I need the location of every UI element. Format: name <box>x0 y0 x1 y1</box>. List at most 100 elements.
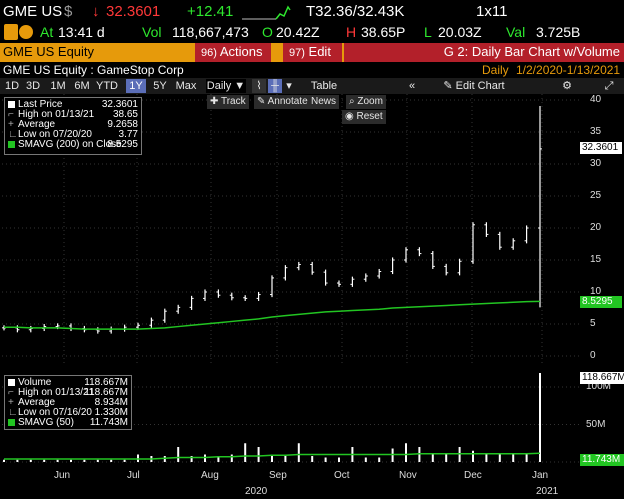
price-tick-label: 15 <box>590 254 602 265</box>
volume-bar <box>284 456 287 462</box>
volume-bar <box>83 459 86 462</box>
month-label: Jan <box>532 470 549 481</box>
range-button-ytd[interactable]: YTD <box>96 80 118 92</box>
volume-bar <box>217 456 220 462</box>
range-button-3d[interactable]: 3D <box>25 80 41 92</box>
sma-price-marker: 8.5295 <box>580 296 622 308</box>
open-label: O <box>262 24 273 40</box>
volume-bar <box>498 454 501 462</box>
security-name: GME US Equity : GameStop Corp <box>3 63 184 77</box>
legend-swatch <box>8 378 15 386</box>
quote-low: 20.03Z <box>438 24 482 40</box>
dropdown-arrow-icon: ▼ <box>231 80 246 92</box>
table-button[interactable]: Table <box>310 80 338 92</box>
volume-sma-line <box>4 452 541 460</box>
volume-bar <box>271 454 273 462</box>
legend-vol-average-value: 8.934M <box>94 397 128 408</box>
volume-bar <box>16 459 19 462</box>
range-button-max[interactable]: Max <box>175 80 197 92</box>
pencil-icon: ✎ <box>443 80 456 92</box>
legend-vol-low-label: Low on 07/16/20 <box>18 407 92 418</box>
range-button-1d[interactable]: 1D <box>4 80 20 92</box>
function-title-text: G 2: Daily Bar Chart w/Volume <box>443 44 620 59</box>
price-tick-label: 40 <box>590 94 602 105</box>
range-button-6m[interactable]: 6M <box>74 80 90 92</box>
volume-bar <box>43 459 46 462</box>
volume-bar <box>324 457 327 462</box>
legend-smavg-row: SMAVG (200) on Close 8.5295 <box>8 140 138 150</box>
legend-vol-smavg-label: SMAVG (50) <box>18 417 74 428</box>
legend-swatch <box>8 418 15 426</box>
frequency-label: Daily <box>206 80 232 92</box>
sma-200-line <box>4 300 541 330</box>
actions-menu-number: 96) <box>201 47 217 59</box>
legend-smavg-label: SMAVG (200) on Close <box>18 139 122 150</box>
news-tool[interactable]: News <box>308 95 340 109</box>
magnifier-icon: ⌕ <box>349 96 358 107</box>
volume-bar <box>311 456 314 462</box>
volume-bar <box>230 454 233 462</box>
dropdown-arrow-icon[interactable]: ▾ <box>286 80 292 92</box>
sparkline-icon <box>242 5 291 20</box>
legend-low-value: 3.77 <box>118 129 138 140</box>
volume-bar <box>525 454 528 462</box>
legend-vol-average-row: + Average 8.934M <box>8 398 128 408</box>
quote-open: 20.42Z <box>276 24 320 40</box>
chart-toolbar <box>0 78 624 94</box>
expand-icon[interactable]: ⤢ <box>604 80 614 92</box>
legend-average-icon: + <box>8 119 14 130</box>
function-title: G 2: Daily Bar Chart w/Volume <box>344 43 624 62</box>
volume-sma-marker: 11.743M <box>580 454 624 466</box>
volume-bar <box>297 443 300 462</box>
range-button-1y[interactable]: 1Y <box>126 79 146 93</box>
volume-tick-label: 100M <box>586 381 612 392</box>
edit-menu-label: Edit <box>308 44 331 59</box>
volume-label: Vol <box>142 24 162 40</box>
track-tool[interactable]: ✚ Track <box>207 95 249 109</box>
range-button-1m[interactable]: 1M <box>50 80 66 92</box>
frequency-select[interactable]: Daily ▼ <box>206 79 246 93</box>
line-chart-icon[interactable]: ⌇ <box>252 79 266 93</box>
range-button-5y[interactable]: 5Y <box>153 80 167 92</box>
ticker-symbol[interactable]: GME US <box>3 3 63 20</box>
legend-smavg-value: 8.5295 <box>107 139 138 150</box>
month-label: Jun <box>54 470 71 481</box>
edit-chart-button[interactable]: ✎ Edit Chart <box>438 79 510 93</box>
date-range[interactable]: 1/2/2020-1/13/2021 <box>516 63 621 77</box>
edit-menu[interactable]: 97) Edit ▾ <box>283 43 342 73</box>
legend-swatch <box>8 100 15 108</box>
volume-bar <box>512 454 515 462</box>
volume-bar <box>96 459 99 462</box>
legend-high-value: 38.65 <box>112 109 138 120</box>
legend-low-icon: ∟ <box>8 129 18 140</box>
price-tick-label: 30 <box>590 158 602 169</box>
actions-menu-label: Actions <box>219 44 263 59</box>
gauge-icon <box>19 25 33 39</box>
annotate-tool[interactable]: ✎ Annotate <box>254 95 311 109</box>
volume-bar <box>244 443 247 462</box>
legend-average-row: + Average 9.2658 <box>8 120 138 130</box>
actions-menu[interactable]: 96) Actions ▾ <box>195 43 271 73</box>
volume-bar <box>56 459 59 462</box>
price-tick-label: 25 <box>590 190 602 201</box>
legend-high-icon: ⌐ <box>8 387 14 398</box>
news-label: News <box>311 96 337 107</box>
price-axis <box>579 94 624 366</box>
bid-ask: T32.36/32.43K <box>306 3 405 20</box>
at-label: At <box>40 24 54 40</box>
month-label: Oct <box>334 470 350 481</box>
legend-last-price-value: 32.3601 <box>101 99 138 110</box>
legend-last-price-row: Last Price 32.3601 <box>8 100 138 110</box>
security-label[interactable]: GME US Equity <box>3 44 95 59</box>
bar-chart-icon[interactable]: ╫ <box>268 79 282 93</box>
volume-bar <box>338 457 340 462</box>
collapse-left-icon[interactable]: « <box>408 80 416 92</box>
price-chart <box>2 94 579 366</box>
zoom-tool[interactable]: ⌕ Zoom <box>346 95 386 109</box>
reset-tool[interactable]: ◉ Reset <box>342 110 386 124</box>
legend-low-icon: ∟ <box>8 407 18 418</box>
last-price-marker: 32.3601 <box>580 142 622 154</box>
settings-gear-icon[interactable]: ⚙ <box>562 80 572 92</box>
year-label: 2020 <box>245 486 268 497</box>
